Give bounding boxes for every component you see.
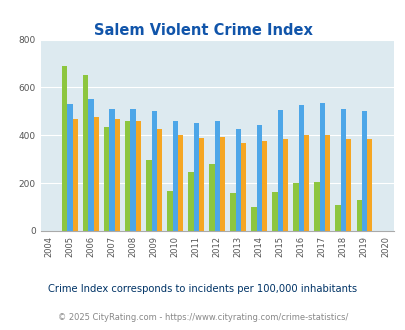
Bar xyxy=(62,66,67,231)
Bar xyxy=(277,110,282,231)
Bar xyxy=(135,121,141,231)
Bar xyxy=(272,192,277,231)
Text: © 2025 CityRating.com - https://www.cityrating.com/crime-statistics/: © 2025 CityRating.com - https://www.city… xyxy=(58,313,347,322)
Bar xyxy=(151,112,156,231)
Bar xyxy=(298,105,303,231)
Bar xyxy=(319,103,324,231)
Bar xyxy=(261,141,266,231)
Bar xyxy=(109,109,115,231)
Bar xyxy=(256,124,261,231)
Bar xyxy=(361,112,366,231)
Bar xyxy=(345,139,350,231)
Bar xyxy=(115,119,119,231)
Text: Crime Index corresponds to incidents per 100,000 inhabitants: Crime Index corresponds to incidents per… xyxy=(48,284,357,294)
Bar xyxy=(130,109,135,231)
Bar xyxy=(240,143,245,231)
Bar xyxy=(88,99,94,231)
Bar xyxy=(156,129,162,231)
Bar xyxy=(188,172,193,231)
Bar xyxy=(209,164,214,231)
Text: Salem Violent Crime Index: Salem Violent Crime Index xyxy=(93,23,312,38)
Bar xyxy=(366,139,371,231)
Bar xyxy=(214,121,219,231)
Bar xyxy=(146,160,151,231)
Bar xyxy=(67,104,72,231)
Bar xyxy=(172,121,177,231)
Bar xyxy=(177,135,183,231)
Bar xyxy=(356,200,361,231)
Bar xyxy=(219,137,224,231)
Bar xyxy=(94,117,99,231)
Bar xyxy=(83,76,88,231)
Bar xyxy=(251,207,256,231)
Bar xyxy=(324,135,329,231)
Bar xyxy=(193,123,198,231)
Bar xyxy=(235,129,240,231)
Bar xyxy=(167,191,172,231)
Bar xyxy=(303,135,309,231)
Bar xyxy=(335,205,340,231)
Bar xyxy=(314,182,319,231)
Bar xyxy=(293,183,298,231)
Bar xyxy=(282,139,288,231)
Bar xyxy=(104,127,109,231)
Bar xyxy=(125,121,130,231)
Bar xyxy=(198,138,204,231)
Bar xyxy=(230,193,235,231)
Bar xyxy=(72,118,78,231)
Bar xyxy=(340,109,345,231)
